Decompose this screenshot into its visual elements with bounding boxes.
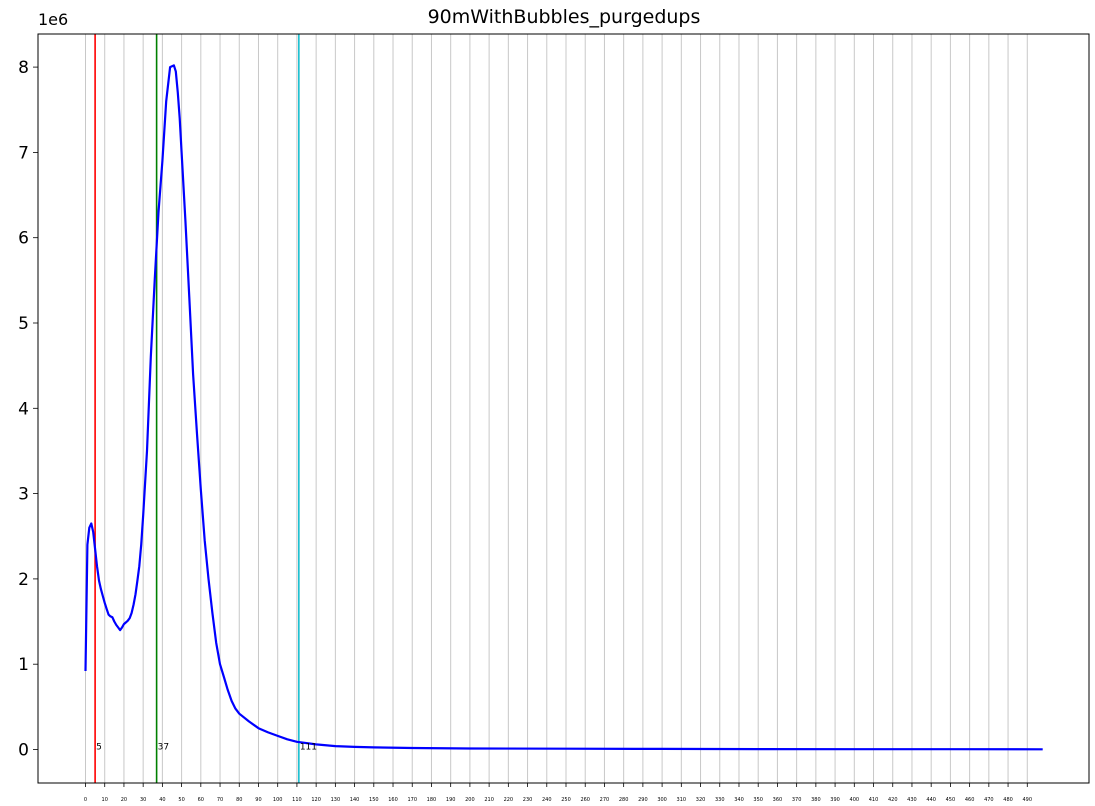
x-tick-label: 220 — [504, 797, 514, 803]
x-tick-label: 400 — [850, 797, 860, 803]
x-tick-label: 260 — [580, 797, 590, 803]
threshold-label: 5 — [96, 743, 102, 753]
x-tick-label: 130 — [331, 797, 341, 803]
x-tick-label: 180 — [427, 797, 437, 803]
x-tick-label: 20 — [121, 797, 127, 803]
y-tick-label: 4 — [18, 399, 29, 419]
x-tick-label: 380 — [811, 797, 821, 803]
y-tick-label: 3 — [18, 485, 29, 505]
y-tick-label: 7 — [18, 143, 29, 163]
x-axis: 0 10 20 30 40 50 60 70 80 90 100 110 120 130 140 150 160… — [84, 783, 1032, 803]
x-tick-label: 120 — [311, 797, 321, 803]
y-axis: 0 1 2 3 4 5 6 7 8 — [18, 58, 38, 761]
x-tick-label: 340 — [734, 797, 744, 803]
x-tick-label: 200 — [465, 797, 475, 803]
x-tick-label: 230 — [523, 797, 533, 803]
x-tick-label: 320 — [696, 797, 706, 803]
x-tick-label: 440 — [926, 797, 936, 803]
series-line — [84, 64, 1043, 751]
x-tick-label: 30 — [140, 797, 146, 803]
x-tick-label: 360 — [773, 797, 783, 803]
x-tick-label: 10 — [102, 797, 108, 803]
threshold-labels: 5 37 111 — [96, 743, 317, 753]
x-tick-label: 90 — [255, 797, 261, 803]
y-tick-label: 5 — [18, 314, 29, 334]
y-tick-label: 6 — [18, 229, 29, 249]
threshold-lines — [94, 34, 300, 783]
x-tick-label: 150 — [369, 797, 379, 803]
threshold-label: 111 — [300, 743, 317, 753]
x-tick-label: 330 — [715, 797, 725, 803]
chart-title: 90mWithBubbles_purgedups — [428, 6, 701, 28]
x-gridlines — [85, 34, 1028, 783]
x-tick-label: 420 — [888, 797, 898, 803]
threshold-label: 37 — [158, 743, 169, 753]
x-tick-label: 40 — [159, 797, 165, 803]
x-tick-label: 290 — [638, 797, 648, 803]
y-tick-label: 2 — [18, 570, 29, 590]
x-tick-label: 270 — [600, 797, 610, 803]
x-tick-label: 170 — [407, 797, 417, 803]
x-tick-label: 450 — [946, 797, 956, 803]
x-tick-label: 490 — [1023, 797, 1033, 803]
x-tick-label: 300 — [657, 797, 667, 803]
x-tick-label: 240 — [542, 797, 552, 803]
x-tick-label: 80 — [236, 797, 242, 803]
y-tick-label: 1 — [18, 655, 29, 675]
x-tick-label: 70 — [217, 797, 223, 803]
x-tick-label: 160 — [388, 797, 398, 803]
x-tick-label: 480 — [1003, 797, 1013, 803]
x-tick-label: 430 — [907, 797, 917, 803]
x-tick-label: 50 — [178, 797, 184, 803]
x-tick-label: 280 — [619, 797, 629, 803]
x-tick-label: 210 — [484, 797, 494, 803]
x-tick-label: 470 — [984, 797, 994, 803]
x-tick-label: 190 — [446, 797, 456, 803]
x-tick-label: 390 — [830, 797, 840, 803]
y-tick-label: 8 — [18, 58, 29, 78]
x-tick-label: 370 — [792, 797, 802, 803]
x-tick-label: 350 — [753, 797, 763, 803]
x-tick-label: 140 — [350, 797, 360, 803]
y-tick-label: 0 — [18, 741, 29, 761]
x-tick-label: 110 — [292, 797, 302, 803]
x-tick-label: 100 — [273, 797, 283, 803]
y-offset-label: 1e6 — [38, 10, 68, 29]
x-tick-label: 310 — [677, 797, 687, 803]
x-tick-label: 0 — [84, 797, 87, 803]
x-tick-label: 460 — [965, 797, 975, 803]
x-tick-label: 250 — [561, 797, 571, 803]
x-tick-label: 60 — [198, 797, 204, 803]
x-tick-label: 410 — [869, 797, 879, 803]
series-layer — [84, 64, 1043, 751]
